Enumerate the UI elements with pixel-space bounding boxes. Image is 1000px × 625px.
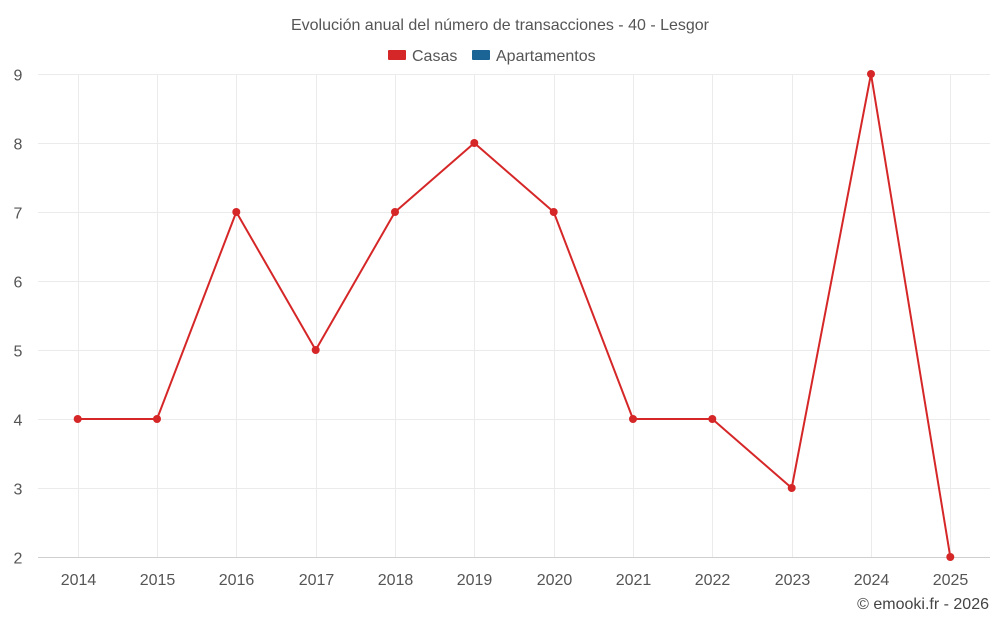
- series-line-casas: [77, 73, 952, 558]
- y-tick-label: 2: [14, 551, 23, 568]
- data-point-casas-2021[interactable]: [629, 415, 637, 423]
- x-tick-label: 2019: [457, 572, 493, 589]
- x-tick-label: 2024: [854, 572, 890, 589]
- x-axis-ticks: 2014 2015 2016 2017 2018 2019 2020 2021 2022 2023…: [61, 572, 969, 589]
- data-point-casas-2015[interactable]: [153, 415, 161, 423]
- x-tick-label: 2023: [775, 572, 811, 589]
- data-point-casas-2022[interactable]: [708, 415, 717, 423]
- data-point-casas-2020[interactable]: [549, 208, 558, 216]
- x-tick-label: 2020: [537, 572, 573, 589]
- series-casas: [73, 70, 955, 561]
- data-point-casas-2014[interactable]: [73, 415, 82, 423]
- x-tick-label: 2025: [933, 572, 969, 589]
- x-tick-label: 2018: [378, 572, 414, 589]
- data-point-casas-2019[interactable]: [470, 139, 479, 147]
- x-tick-label: 2017: [299, 572, 335, 589]
- y-tick-label: 5: [14, 344, 23, 361]
- data-point-casas-2024[interactable]: [867, 70, 875, 78]
- y-tick-label: 4: [14, 413, 23, 430]
- y-tick-label: 8: [14, 137, 23, 154]
- x-tick-label: 2022: [695, 572, 731, 589]
- chart-title: Evolución anual del número de transaccio…: [291, 17, 710, 34]
- x-tick-label: 2016: [219, 572, 255, 589]
- x-tick-label: 2015: [140, 572, 176, 589]
- x-tick-label: 2014: [61, 572, 97, 589]
- y-tick-label: 3: [14, 482, 23, 499]
- x-tick-label: 2021: [616, 572, 652, 589]
- credit-text: © emooki.fr - 2026: [857, 596, 989, 613]
- legend-label-apartamentos[interactable]: Apartamentos: [496, 48, 596, 65]
- legend-swatch-casas: [388, 50, 406, 60]
- data-point-casas-2018[interactable]: [391, 208, 399, 216]
- y-tick-label: 6: [14, 275, 23, 292]
- data-point-casas-2023[interactable]: [787, 484, 796, 492]
- data-point-casas-2025[interactable]: [946, 553, 955, 561]
- legend: Casas Apartamentos: [388, 48, 596, 65]
- legend-swatch-apartamentos: [472, 50, 490, 60]
- data-point-casas-2016[interactable]: [232, 208, 241, 216]
- y-tick-label: 7: [14, 206, 23, 223]
- data-point-casas-2017[interactable]: [311, 346, 320, 354]
- y-tick-label: 9: [14, 68, 23, 85]
- y-axis-ticks: 2 3 4 5 6 7 8 9: [14, 68, 23, 568]
- legend-label-casas[interactable]: Casas: [412, 48, 457, 65]
- grid: [38, 74, 990, 557]
